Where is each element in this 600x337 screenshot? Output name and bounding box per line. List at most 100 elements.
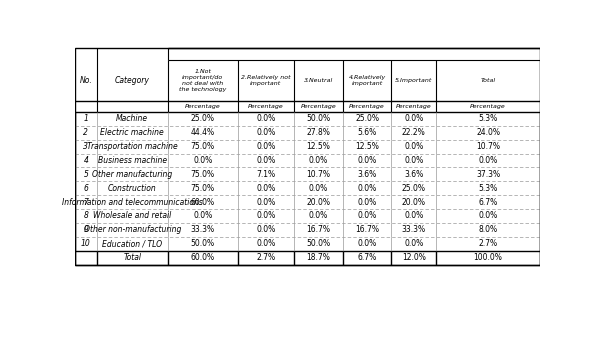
Text: 33.3%: 33.3% (191, 225, 215, 234)
Text: 60.0%: 60.0% (191, 197, 215, 207)
Text: Percentage: Percentage (396, 104, 431, 109)
Text: 0.0%: 0.0% (309, 212, 328, 220)
Text: 5.3%: 5.3% (478, 184, 498, 193)
Text: 10.7%: 10.7% (476, 142, 500, 151)
Text: 0.0%: 0.0% (404, 115, 424, 123)
Text: 24.0%: 24.0% (476, 128, 500, 137)
Text: 5.3%: 5.3% (478, 115, 498, 123)
Text: 4.Relatively
important: 4.Relatively important (349, 75, 386, 86)
Text: 16.7%: 16.7% (307, 225, 331, 234)
Text: 60.0%: 60.0% (191, 253, 215, 263)
Text: 0.0%: 0.0% (404, 142, 424, 151)
Text: 0.0%: 0.0% (358, 156, 377, 165)
Text: 3.Neutral: 3.Neutral (304, 78, 333, 83)
Text: 75.0%: 75.0% (191, 170, 215, 179)
Bar (75, 48, 540, 265)
Text: 22.2%: 22.2% (402, 128, 425, 137)
Text: 8: 8 (83, 212, 88, 220)
Text: 0.0%: 0.0% (309, 184, 328, 193)
Text: 0.0%: 0.0% (404, 156, 424, 165)
Text: 4: 4 (83, 156, 88, 165)
Text: 20.0%: 20.0% (401, 197, 425, 207)
Text: 2.7%: 2.7% (479, 239, 497, 248)
Text: 25.0%: 25.0% (355, 115, 379, 123)
Text: Percentage: Percentage (248, 104, 284, 109)
Text: 5.Important: 5.Important (395, 78, 433, 83)
Text: Total: Total (124, 253, 142, 263)
Text: Percentage: Percentage (349, 104, 385, 109)
Text: 0.0%: 0.0% (358, 212, 377, 220)
Text: 33.3%: 33.3% (401, 225, 426, 234)
Text: 0.0%: 0.0% (478, 212, 498, 220)
Text: 0.0%: 0.0% (358, 197, 377, 207)
Text: 5: 5 (83, 170, 88, 179)
Text: 0.0%: 0.0% (193, 212, 212, 220)
Text: 16.7%: 16.7% (355, 225, 379, 234)
Text: Wholesale and retail: Wholesale and retail (93, 212, 172, 220)
Text: 5.6%: 5.6% (358, 128, 377, 137)
Text: 2.7%: 2.7% (256, 253, 275, 263)
Text: 10.7%: 10.7% (307, 170, 331, 179)
Text: 3.6%: 3.6% (358, 170, 377, 179)
Text: 0.0%: 0.0% (193, 156, 212, 165)
Text: 7.1%: 7.1% (256, 170, 275, 179)
Text: 18.7%: 18.7% (307, 253, 330, 263)
Text: 0.0%: 0.0% (256, 142, 275, 151)
Text: 75.0%: 75.0% (191, 142, 215, 151)
Text: 6.7%: 6.7% (478, 197, 498, 207)
Text: 2.Relatively not
important: 2.Relatively not important (241, 75, 290, 86)
Text: 3: 3 (83, 142, 88, 151)
Text: 9: 9 (83, 225, 88, 234)
Text: 0.0%: 0.0% (256, 197, 275, 207)
Text: Information and telecommunications: Information and telecommunications (62, 197, 203, 207)
Text: Transportation machine: Transportation machine (87, 142, 178, 151)
Text: 100.0%: 100.0% (473, 253, 503, 263)
Text: 10: 10 (81, 239, 91, 248)
Text: 0.0%: 0.0% (404, 239, 424, 248)
Text: 37.3%: 37.3% (476, 170, 500, 179)
Text: 0.0%: 0.0% (256, 184, 275, 193)
Text: 6.7%: 6.7% (358, 253, 377, 263)
Text: 75.0%: 75.0% (191, 184, 215, 193)
Text: 2: 2 (83, 128, 88, 137)
Text: 0.0%: 0.0% (256, 115, 275, 123)
Text: 7: 7 (83, 197, 88, 207)
Text: Education / TLO: Education / TLO (102, 239, 163, 248)
Text: 1.Not
important/do
not deal with
the technology: 1.Not important/do not deal with the tec… (179, 69, 227, 92)
Text: 0.0%: 0.0% (358, 184, 377, 193)
Text: 3.6%: 3.6% (404, 170, 424, 179)
Text: Total: Total (481, 78, 496, 83)
Text: Percentage: Percentage (185, 104, 221, 109)
Text: 0.0%: 0.0% (256, 128, 275, 137)
Text: 6: 6 (83, 184, 88, 193)
Text: 25.0%: 25.0% (401, 184, 425, 193)
Text: 12.5%: 12.5% (355, 142, 379, 151)
Text: 0.0%: 0.0% (404, 212, 424, 220)
Text: 12.5%: 12.5% (307, 142, 330, 151)
Text: Business machine: Business machine (98, 156, 167, 165)
Text: 0.0%: 0.0% (256, 225, 275, 234)
Text: Other non-manufacturing: Other non-manufacturing (83, 225, 181, 234)
Text: 0.0%: 0.0% (256, 156, 275, 165)
Text: Machine: Machine (116, 115, 148, 123)
Text: Percentage: Percentage (470, 104, 506, 109)
Text: Other manufacturing: Other manufacturing (92, 170, 172, 179)
Text: 12.0%: 12.0% (402, 253, 425, 263)
Text: 25.0%: 25.0% (191, 115, 215, 123)
Text: Electric machine: Electric machine (100, 128, 164, 137)
Text: 44.4%: 44.4% (191, 128, 215, 137)
Text: 0.0%: 0.0% (256, 239, 275, 248)
Text: 27.8%: 27.8% (307, 128, 330, 137)
Text: 0.0%: 0.0% (256, 212, 275, 220)
Text: 0.0%: 0.0% (309, 156, 328, 165)
Text: 0.0%: 0.0% (358, 239, 377, 248)
Text: No.: No. (79, 75, 92, 85)
Text: 0.0%: 0.0% (478, 156, 498, 165)
Text: Percentage: Percentage (301, 104, 336, 109)
Text: 50.0%: 50.0% (191, 239, 215, 248)
Text: 20.0%: 20.0% (307, 197, 331, 207)
Text: Construction: Construction (108, 184, 157, 193)
Text: 50.0%: 50.0% (306, 239, 331, 248)
Text: Category: Category (115, 75, 150, 85)
Text: 50.0%: 50.0% (306, 115, 331, 123)
